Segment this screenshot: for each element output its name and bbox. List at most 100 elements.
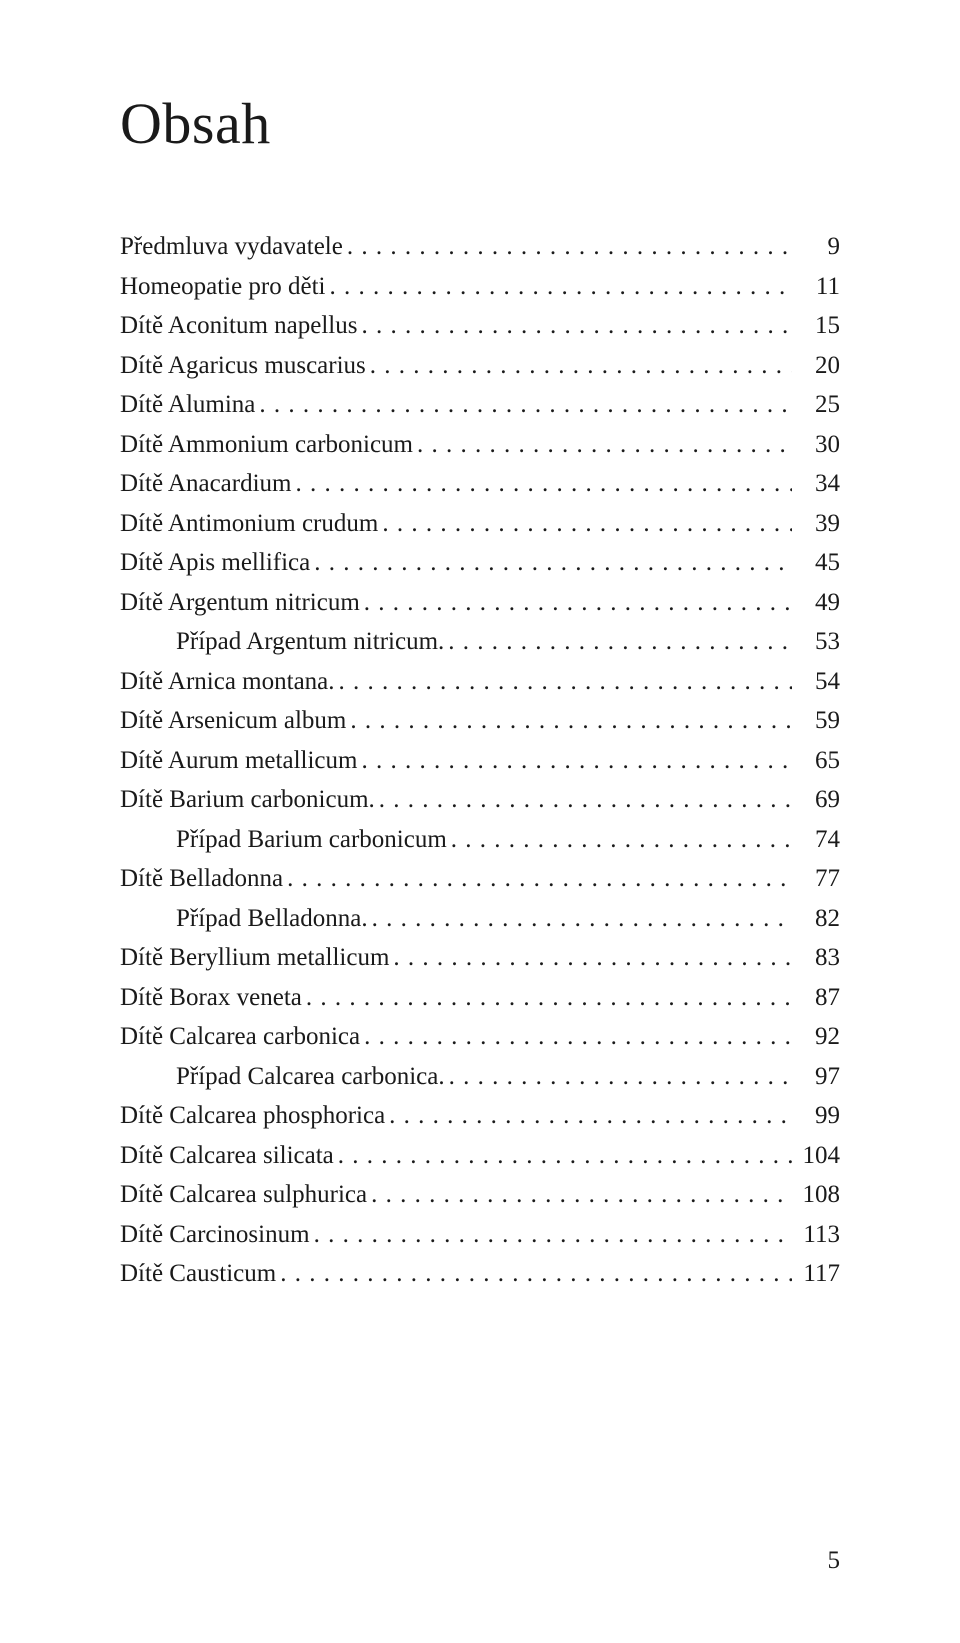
toc-label: Případ Calcarea carbonica. (120, 1057, 445, 1097)
toc-label: Dítě Calcarea sulphurica (120, 1175, 367, 1215)
toc-leader-dots (343, 227, 792, 267)
toc-label: Dítě Aconitum napellus (120, 306, 357, 346)
toc-label: Případ Argentum nitricum. (120, 622, 444, 662)
toc-label: Případ Barium carbonicum (120, 820, 447, 860)
toc-label: Dítě Beryllium metallicum (120, 938, 389, 978)
toc-row: Dítě Arsenicum album 59 (120, 701, 840, 741)
toc-leader-dots (310, 543, 792, 583)
toc-row: Dítě Anacardium 34 (120, 464, 840, 504)
toc-leader-dots (302, 978, 792, 1018)
toc-page: 108 (792, 1175, 840, 1215)
toc-row: Dítě Aconitum napellus 15 (120, 306, 840, 346)
toc-leader-dots (445, 1057, 792, 1097)
toc-label: Dítě Apis mellifica (120, 543, 310, 583)
toc-leader-dots (360, 583, 792, 623)
toc-row: Dítě Barium carbonicum. 69 (120, 780, 840, 820)
toc-leader-dots (291, 464, 792, 504)
toc-row: Dítě Causticum 117 (120, 1254, 840, 1294)
toc-leader-dots (335, 662, 792, 702)
toc-row: Dítě Calcarea phosphorica 99 (120, 1096, 840, 1136)
toc-page: 25 (792, 385, 840, 425)
toc-label: Dítě Alumina (120, 385, 255, 425)
toc-row: Dítě Antimonium crudum 39 (120, 504, 840, 544)
toc-leader-dots (389, 938, 792, 978)
toc-row: Dítě Carcinosinum 113 (120, 1215, 840, 1255)
toc-page: 54 (792, 662, 840, 702)
toc-page: 59 (792, 701, 840, 741)
toc-label: Dítě Arsenicum album (120, 701, 346, 741)
toc-leader-dots (360, 1017, 792, 1057)
toc-leader-dots (378, 504, 792, 544)
toc-label: Případ Belladonna. (120, 899, 368, 939)
toc-page: 53 (792, 622, 840, 662)
toc-row: Dítě Belladonna 77 (120, 859, 840, 899)
toc-page: 45 (792, 543, 840, 583)
toc-page: 97 (792, 1057, 840, 1097)
toc-row: Předmluva vydavatele 9 (120, 227, 840, 267)
toc-row: Případ Barium carbonicum74 (120, 820, 840, 860)
toc-page: 49 (792, 583, 840, 623)
toc-leader-dots (357, 741, 792, 781)
toc-page: 20 (792, 346, 840, 386)
toc-leader-dots (368, 899, 792, 939)
toc-label: Dítě Antimonium crudum (120, 504, 378, 544)
toc-row: Dítě Aurum metallicum 65 (120, 741, 840, 781)
toc-label: Dítě Barium carbonicum. (120, 780, 375, 820)
toc-row: Dítě Alumina 25 (120, 385, 840, 425)
toc-page: 65 (792, 741, 840, 781)
toc-page: 69 (792, 780, 840, 820)
toc-row: Dítě Borax veneta 87 (120, 978, 840, 1018)
toc-label: Dítě Aurum metallicum (120, 741, 357, 781)
toc-label: Dítě Borax veneta (120, 978, 302, 1018)
toc-label: Dítě Calcarea silicata (120, 1136, 334, 1176)
toc-page: 15 (792, 306, 840, 346)
toc-label: Dítě Calcarea phosphorica (120, 1096, 385, 1136)
toc-page: 99 (792, 1096, 840, 1136)
toc-row: Dítě Ammonium carbonicum 30 (120, 425, 840, 465)
toc-leader-dots (375, 780, 792, 820)
toc-leader-dots (346, 701, 792, 741)
toc-container: Předmluva vydavatele9Homeopatie pro děti… (120, 227, 840, 1294)
toc-label: Dítě Causticum (120, 1254, 276, 1294)
toc-row: Dítě Agaricus muscarius20 (120, 346, 840, 386)
toc-row: Homeopatie pro děti11 (120, 267, 840, 307)
toc-page: 39 (792, 504, 840, 544)
toc-label: Dítě Anacardium (120, 464, 291, 504)
toc-page: 77 (792, 859, 840, 899)
toc-label: Dítě Argentum nitricum (120, 583, 360, 623)
toc-page: 34 (792, 464, 840, 504)
toc-leader-dots (326, 267, 793, 307)
toc-row: Případ Argentum nitricum. 53 (120, 622, 840, 662)
page-number: 5 (828, 1547, 841, 1575)
toc-leader-dots (357, 306, 792, 346)
toc-leader-dots (276, 1254, 792, 1294)
toc-page: 83 (792, 938, 840, 978)
toc-row: Dítě Calcarea sulphurica 108 (120, 1175, 840, 1215)
toc-label: Dítě Ammonium carbonicum (120, 425, 413, 465)
toc-label: Dítě Calcarea carbonica (120, 1017, 360, 1057)
toc-leader-dots (447, 820, 792, 860)
toc-page: 92 (792, 1017, 840, 1057)
toc-page: 9 (792, 227, 840, 267)
toc-row: Případ Belladonna. 82 (120, 899, 840, 939)
toc-page: 113 (792, 1215, 840, 1255)
toc-page: 30 (792, 425, 840, 465)
page-title: Obsah (120, 90, 840, 157)
toc-leader-dots (385, 1096, 792, 1136)
toc-leader-dots (367, 1175, 792, 1215)
toc-row: Případ Calcarea carbonica. 97 (120, 1057, 840, 1097)
toc-row: Dítě Calcarea carbonica 92 (120, 1017, 840, 1057)
toc-row: Dítě Apis mellifica 45 (120, 543, 840, 583)
toc-page: 87 (792, 978, 840, 1018)
toc-row: Dítě Arnica montana. 54 (120, 662, 840, 702)
toc-row: Dítě Calcarea silicata104 (120, 1136, 840, 1176)
toc-label: Dítě Arnica montana. (120, 662, 335, 702)
toc-label: Homeopatie pro děti (120, 267, 326, 307)
toc-page: 117 (792, 1254, 840, 1294)
toc-leader-dots (255, 385, 792, 425)
toc-page: 82 (792, 899, 840, 939)
toc-leader-dots (366, 346, 792, 386)
toc-label: Dítě Belladonna (120, 859, 283, 899)
toc-label: Předmluva vydavatele (120, 227, 343, 267)
toc-label: Dítě Carcinosinum (120, 1215, 310, 1255)
